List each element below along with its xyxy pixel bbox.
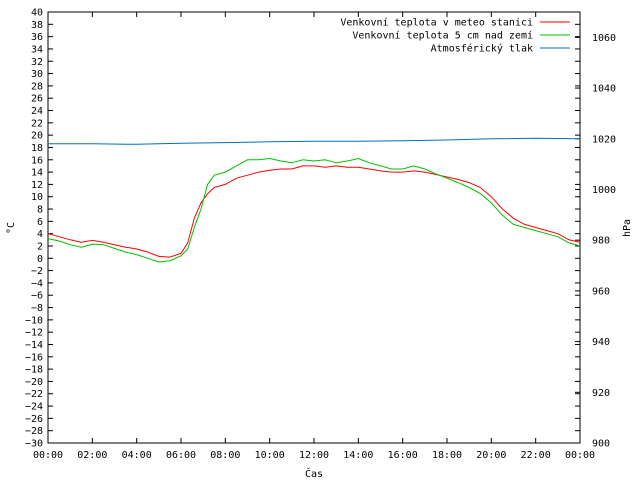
x-axis-label: Čas: [305, 467, 323, 480]
y-tick-label: −24: [25, 402, 43, 413]
y2-tick-label: 920: [592, 388, 610, 399]
y-tick-label: 4: [37, 229, 43, 240]
x-tick-label: 06:00: [166, 450, 196, 461]
y-tick-label: −2: [31, 266, 43, 277]
y-tick-label: 28: [31, 81, 43, 92]
y-tick-label: −12: [25, 328, 43, 339]
tick-layer: 4038363432302826242220181614121086420−2−…: [25, 8, 616, 462]
x-tick-label: 12:00: [299, 450, 329, 461]
legend: Venkovní teplota v meteo staniciVenkovní…: [340, 17, 570, 55]
y-tick-label: −16: [25, 352, 43, 363]
y-axis-label: °C: [6, 222, 17, 234]
y-tick-label: 16: [31, 155, 43, 166]
legend-label: Venkovní teplota 5 cm nad zemí: [352, 30, 533, 42]
y-tick-label: 22: [31, 118, 43, 129]
y-tick-label: −20: [25, 377, 43, 388]
x-tick-label: 08:00: [210, 450, 240, 461]
y-tick-label: 10: [31, 192, 43, 203]
y2-tick-label: 980: [592, 236, 610, 247]
y-tick-label: −8: [31, 303, 43, 314]
y-tick-label: −14: [25, 340, 43, 351]
x-tick-label: 02:00: [77, 450, 107, 461]
y-tick-label: −18: [25, 365, 43, 376]
x-tick-label: 20:00: [476, 450, 506, 461]
y2-tick-label: 1060: [592, 33, 616, 44]
x-tick-label: 04:00: [122, 450, 152, 461]
x-tick-label: 10:00: [255, 450, 285, 461]
legend-label: Atmosférický tlak: [431, 43, 533, 55]
x-tick-label: 00:00: [565, 450, 595, 461]
y-tick-label: 18: [31, 143, 43, 154]
y2-tick-label: 960: [592, 286, 610, 297]
y-tick-label: 38: [31, 20, 43, 31]
y-tick-label: −26: [25, 414, 43, 425]
x-tick-label: 22:00: [521, 450, 551, 461]
y2-tick-label: 940: [592, 337, 610, 348]
y2-axis-label: hPa: [622, 219, 633, 237]
y-tick-label: 34: [31, 44, 43, 55]
y2-tick-label: 1040: [592, 84, 616, 95]
x-tick-label: 18:00: [432, 450, 462, 461]
y-tick-label: −22: [25, 389, 43, 400]
series-line: [47, 157, 581, 263]
y-tick-label: −6: [31, 291, 43, 302]
series-line: [47, 165, 581, 258]
plot-frame: [47, 11, 581, 444]
y-tick-label: −10: [25, 315, 43, 326]
y-tick-label: −28: [25, 426, 43, 437]
x-tick-label: 00:00: [33, 450, 63, 461]
y-tick-label: 20: [31, 131, 43, 142]
y-tick-label: 0: [37, 254, 43, 265]
y-tick-label: 32: [31, 57, 43, 68]
y-tick-label: 26: [31, 94, 43, 105]
y-tick-label: 2: [37, 241, 43, 252]
x-tick-label: 14:00: [343, 450, 373, 461]
x-tick-label: 16:00: [388, 450, 418, 461]
y-tick-label: 36: [31, 32, 43, 43]
y-tick-label: 6: [37, 217, 43, 228]
y-tick-label: 12: [31, 180, 43, 191]
y-tick-label: −30: [25, 439, 43, 450]
y2-tick-label: 900: [592, 439, 610, 450]
y-tick-label: 8: [37, 205, 43, 216]
y2-tick-label: 1000: [592, 185, 616, 196]
series-layer: [47, 137, 581, 263]
y-tick-label: 14: [31, 168, 43, 179]
y-tick-label: 30: [31, 69, 43, 80]
y-tick-label: 24: [31, 106, 43, 117]
y-tick-label: 40: [31, 8, 43, 19]
y-tick-label: −4: [31, 278, 43, 289]
series-line: [48, 137, 581, 145]
legend-label: Venkovní teplota v meteo stanici: [340, 17, 533, 29]
y2-tick-label: 1020: [592, 134, 616, 145]
